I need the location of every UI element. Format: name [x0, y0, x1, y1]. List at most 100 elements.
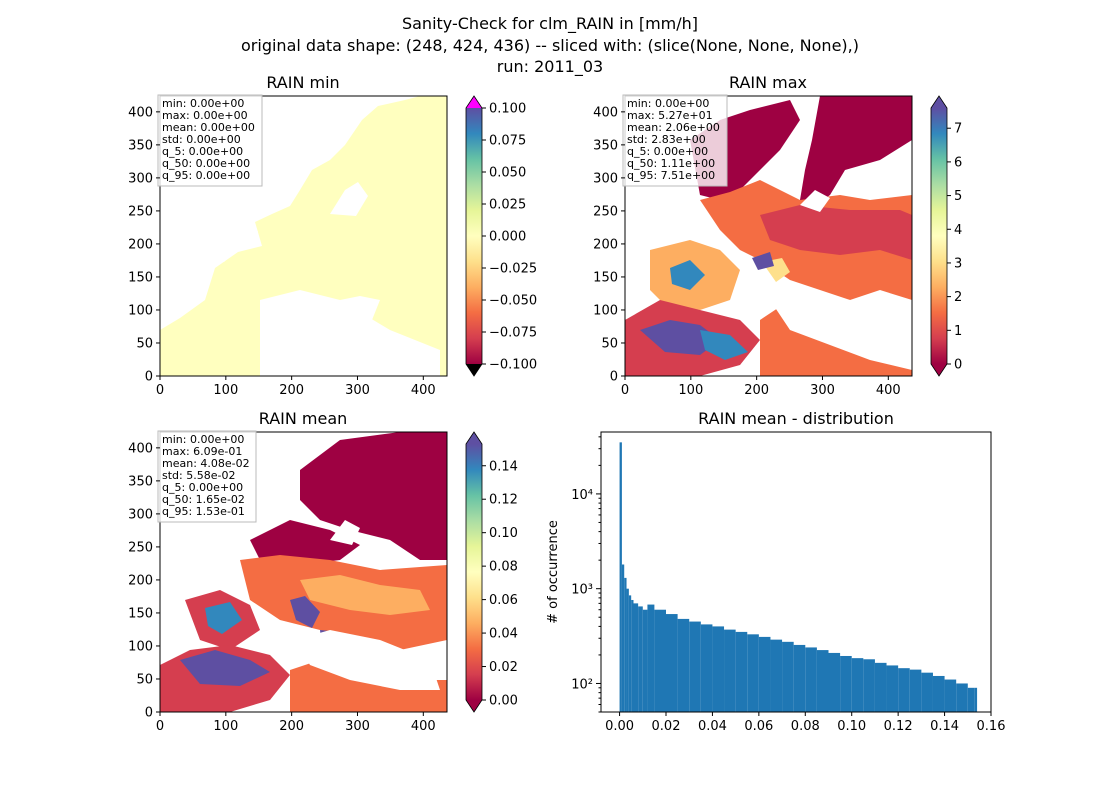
- colorbar-tick-label: 2: [954, 290, 962, 305]
- stat-line: q_50: 1.65e-02: [162, 493, 245, 506]
- axes-ticks-rain-max: 0 100 200 300 400 0 50 100 150 200 250 300 350 400: [593, 105, 901, 398]
- histogram-bar: [642, 609, 648, 712]
- panel-title-rain-max: RAIN max: [729, 73, 807, 92]
- axes-frame-rain-min: [159, 95, 448, 377]
- axes-ticks-rain-mean: 0 100 200 300 400 0 50 100 150 200 250 300 350 400: [128, 441, 436, 734]
- stat-line: min: 0.00e+00: [162, 97, 244, 110]
- colorbar-body: [466, 444, 482, 700]
- colorbar-tick-label: 0.14: [489, 459, 518, 474]
- y-tick-label: 0: [145, 370, 153, 385]
- histogram-bar: [863, 659, 875, 712]
- histogram-bar: [735, 631, 748, 712]
- x-tick-label: 300: [810, 383, 835, 398]
- colorbar-tick-label: 1: [954, 324, 962, 339]
- colorbar-tick-label: 0.04: [489, 627, 518, 642]
- histogram-bar: [638, 606, 643, 712]
- histogram-bar: [626, 588, 629, 712]
- histogram-bar: [874, 662, 887, 712]
- y-tick-label: 100: [128, 639, 153, 654]
- histogram-bar: [974, 687, 978, 712]
- x-tick-label: 0.08: [791, 719, 820, 734]
- stats-box-rain-mean: min: 0.00e+00 max: 6.09e-01 mean: 4.08e-…: [157, 430, 257, 523]
- stat-line: std: 0.00e+00: [162, 133, 241, 146]
- colorbar-body: [931, 108, 947, 364]
- x-tick-label: 100: [213, 719, 238, 734]
- histogram-bar: [816, 650, 829, 712]
- histogram-bar: [851, 658, 864, 712]
- histogram-bar: [909, 669, 922, 712]
- y-tick-label: 100: [593, 303, 618, 318]
- colorbar-extend-max: [466, 96, 482, 108]
- histogram-bar: [967, 687, 975, 712]
- panel-rain-mean-distribution: RAIN mean - distribution # of occurrence…: [546, 409, 1005, 734]
- stat-line: q_95: 0.00e+00: [162, 169, 250, 182]
- x-tick-label: 400: [876, 383, 901, 398]
- colorbar-tick-label: 0.06: [489, 593, 518, 608]
- histogram-bar: [689, 621, 701, 712]
- colorbar-tick-label: 0.12: [489, 493, 518, 508]
- histogram-bar: [677, 618, 690, 712]
- y-tick-label: 300: [128, 507, 153, 522]
- y-tick-label: 200: [128, 573, 153, 588]
- colorbar-tick-label: 0.00: [489, 694, 518, 709]
- x-tick-label: 0: [621, 383, 629, 398]
- y-tick-label: 400: [128, 441, 153, 456]
- histogram-bar: [747, 634, 759, 712]
- stat-line: q_50: 0.00e+00: [162, 157, 250, 170]
- y-tick-label: 300: [128, 171, 153, 186]
- y-tick-label: 250: [128, 204, 153, 219]
- stat-line: max: 5.27e+01: [627, 109, 713, 122]
- y-tick-label: 50: [136, 672, 153, 687]
- y-tick-label: 0: [145, 706, 153, 721]
- histogram-bar: [956, 683, 968, 712]
- stat-line: std: 2.83e+00: [627, 133, 706, 146]
- histogram-bar: [628, 595, 632, 712]
- histogram-bar: [805, 647, 817, 712]
- y-tick-label: 350: [593, 138, 618, 153]
- stat-line: q_95: 1.53e-01: [162, 505, 245, 518]
- histogram-bar: [666, 614, 678, 712]
- colorbar-rain-mean: 0.14 0.12 0.10 0.08 0.06 0.04 0.02 0.00: [465, 431, 518, 713]
- x-tick-label: 100: [678, 383, 703, 398]
- x-tick-label: 400: [411, 383, 436, 398]
- y-tick-label: 400: [593, 105, 618, 120]
- histogram-bar: [700, 624, 713, 712]
- stat-line: min: 0.00e+00: [627, 97, 709, 110]
- colorbar-tick-label: 5: [954, 189, 962, 204]
- x-tick-label: 100: [213, 383, 238, 398]
- histogram-bar: [782, 641, 794, 712]
- map-field-rain-min: [160, 96, 447, 376]
- colorbar-body: [466, 108, 482, 364]
- histogram-bar: [624, 577, 627, 712]
- colorbar-tick-label: 0.100: [489, 102, 526, 117]
- histogram-bars: [619, 442, 978, 712]
- colorbar-tick-label: 0.050: [489, 166, 526, 181]
- y-tick-label: 150: [128, 606, 153, 621]
- axes-frame-rain-mean: [159, 431, 448, 713]
- colorbar-tick-label: −0.025: [489, 262, 537, 277]
- y-tick-label: 10³: [571, 583, 593, 598]
- x-tick-label: 200: [744, 383, 769, 398]
- colorbar-extend-max: [931, 96, 947, 108]
- map-field-rain-mean: [160, 432, 447, 712]
- colorbar-rain-max: 7 6 5 4 3 2 1 0: [930, 95, 962, 377]
- histogram-bar: [840, 655, 852, 712]
- suptitle-line-3: run: 2011_03: [497, 57, 603, 77]
- histogram-bar: [647, 604, 655, 712]
- y-tick-label: 10²: [571, 677, 593, 692]
- x-tick-label: 0: [156, 383, 164, 398]
- stat-line: q_95: 7.51e+00: [627, 169, 715, 182]
- histogram-bar: [712, 626, 725, 712]
- y-tick-label: 50: [601, 336, 618, 351]
- colorbar-rain-min: 0.100 0.075 0.050 0.025 0.000 −0.025 −0.050 −0.…: [465, 95, 537, 377]
- panel-title-rain-mean: RAIN mean: [259, 409, 348, 428]
- colorbar-extend-min: [931, 364, 947, 376]
- suptitle-line-2: original data shape: (248, 424, 436) -- …: [241, 36, 859, 55]
- stat-line: q_50: 1.11e+00: [627, 157, 715, 170]
- y-axis-label-distribution: # of occurrence: [546, 520, 561, 624]
- axes-frame-distribution: [600, 431, 992, 713]
- suptitle-line-1: Sanity-Check for clm_RAIN in [mm/h]: [402, 14, 698, 34]
- colorbar-tick-label: 3: [954, 256, 962, 271]
- x-tick-label: 0: [156, 719, 164, 734]
- colorbar-tick-label: −0.075: [489, 326, 537, 341]
